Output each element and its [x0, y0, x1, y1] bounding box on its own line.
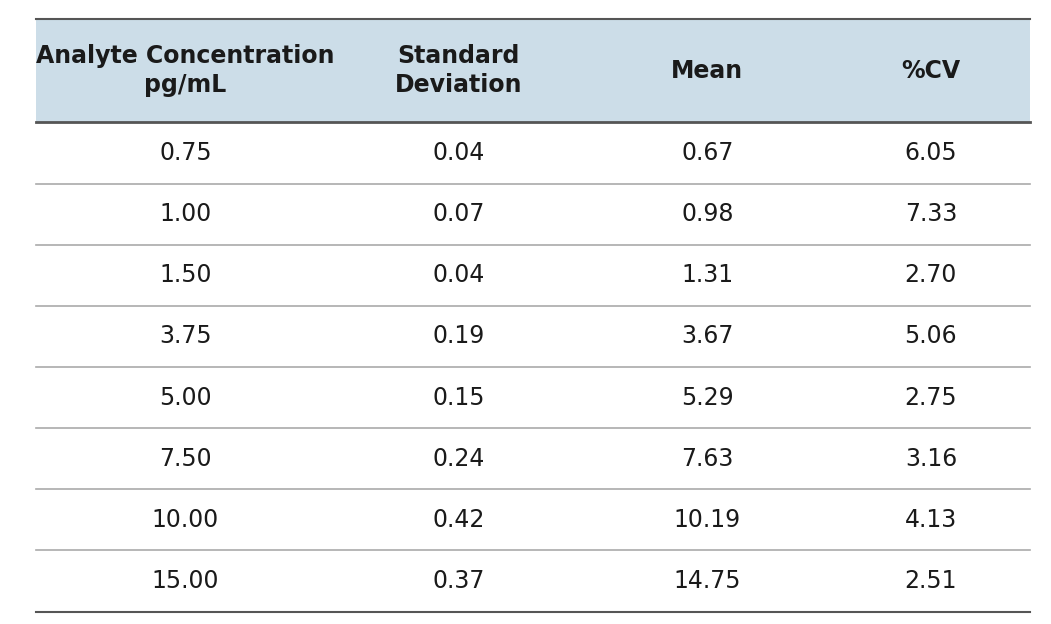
Text: 1.00: 1.00 — [160, 202, 211, 226]
Text: Mean: Mean — [672, 59, 743, 82]
Text: 0.67: 0.67 — [681, 141, 734, 165]
Text: 3.16: 3.16 — [905, 447, 957, 470]
Text: 3.75: 3.75 — [159, 324, 211, 348]
Text: 5.06: 5.06 — [905, 324, 957, 348]
Text: 7.33: 7.33 — [905, 202, 957, 226]
Text: 0.07: 0.07 — [433, 202, 485, 226]
Text: 2.51: 2.51 — [905, 569, 957, 593]
Text: 0.37: 0.37 — [433, 569, 485, 593]
Text: 0.19: 0.19 — [433, 324, 485, 348]
Text: 0.24: 0.24 — [433, 447, 485, 470]
Text: 15.00: 15.00 — [151, 569, 220, 593]
Text: 10.00: 10.00 — [151, 508, 219, 532]
Text: 6.05: 6.05 — [905, 141, 957, 165]
Text: 5.29: 5.29 — [681, 386, 734, 409]
Text: %CV: %CV — [902, 59, 961, 82]
Bar — [37, 19, 1030, 122]
Text: 5.00: 5.00 — [159, 386, 211, 409]
Text: 3.67: 3.67 — [681, 324, 734, 348]
Text: 1.31: 1.31 — [681, 263, 734, 287]
Text: 14.75: 14.75 — [674, 569, 741, 593]
Text: 10.19: 10.19 — [674, 508, 741, 532]
Text: 0.04: 0.04 — [433, 263, 485, 287]
Text: 0.75: 0.75 — [159, 141, 211, 165]
Text: 2.75: 2.75 — [905, 386, 957, 409]
Text: 0.42: 0.42 — [433, 508, 485, 532]
Text: 1.50: 1.50 — [159, 263, 211, 287]
Text: Standard
Deviation: Standard Deviation — [395, 44, 522, 97]
Text: 0.15: 0.15 — [433, 386, 486, 409]
Text: 0.04: 0.04 — [433, 141, 485, 165]
Text: Analyte Concentration
pg/mL: Analyte Concentration pg/mL — [36, 44, 334, 97]
Text: 7.63: 7.63 — [681, 447, 734, 470]
Text: 4.13: 4.13 — [905, 508, 957, 532]
Text: 0.98: 0.98 — [681, 202, 734, 226]
Text: 2.70: 2.70 — [905, 263, 957, 287]
Text: 7.50: 7.50 — [159, 447, 211, 470]
